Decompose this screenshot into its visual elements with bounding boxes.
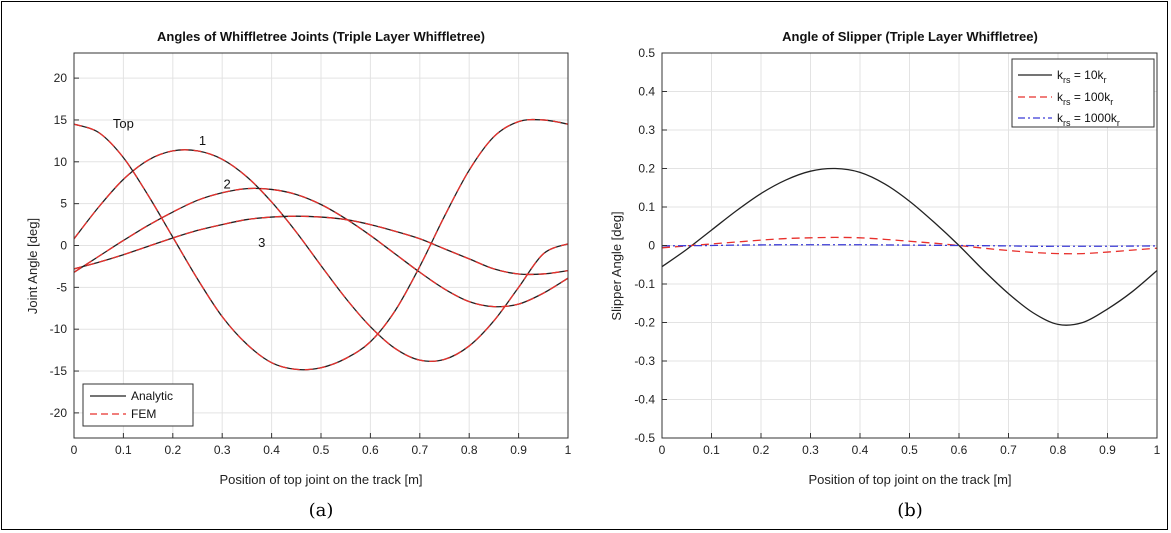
chart-b-x-tick-label: 0.7 [1000,443,1017,457]
chart-b-y-tick-label: -0.2 [634,316,655,330]
chart-a-y-tick-label: -10 [50,322,68,336]
chart-b-ylabel: Slipper Angle [deg] [609,211,624,320]
chart-b-x-tick-label: 0.3 [802,443,819,457]
chart-a-y-tick-label: 0 [60,239,67,253]
chart-a-ylabel: Joint Angle [deg] [25,218,40,314]
legend-k1000-label: krs = 1000kr [1057,111,1120,128]
chart-b-x-tick-label: 0.1 [703,443,720,457]
chart-a-xlabel: Position of top joint on the track [m] [219,472,422,487]
chart-a-curve-label: 3 [258,235,265,250]
chart-a-curve-label: 2 [224,176,231,191]
chart-a-x-tick-label: 0.3 [214,443,231,457]
chart-a-title: Angles of Whiffletree Joints (Triple Lay… [157,29,485,44]
chart-a-plot-area: 0 0.1 0.2 0.3 0.4 0.5 0.6 0.7 0.8 0.9 1 -20 -15 -10 -5… [50,52,572,457]
chart-b-x-tick-label: 0.9 [1099,443,1116,457]
chart-a-series-line-fem-1 [73,149,569,362]
chart-a-x-tick-label: 0.6 [362,443,379,457]
chart-a-y-tick-label: 5 [60,197,67,211]
chart-b-y-tick-label: -0.4 [634,393,655,407]
chart-a-legend-box [82,383,194,427]
chart-a-y-tick-label: -20 [50,406,68,420]
chart-b-caption: (b) [897,500,923,521]
chart-b-series-line-0 [661,167,1158,326]
chart-b-y-tick-label: 0.4 [638,85,655,99]
chart-a-x-tick-label: 0.5 [313,443,330,457]
chart-a-y-tick-label: 15 [54,113,68,127]
chart-a-x-tick-label: 0.4 [263,443,280,457]
chart-a-series-line-fem-3 [73,215,569,276]
chart-a-caption: (a) [309,500,334,521]
chart-b-y-tick-label: -0.3 [634,354,655,368]
chart-a-series-line-fem-2 [73,187,569,308]
chart-a-x-tick-label: 0.9 [510,443,527,457]
legend-analytic-label: Analytic [131,389,173,403]
chart-a-curve-label: Top [113,116,134,131]
chart-a-y-tick-label: 10 [54,155,68,169]
chart-b-x-tick-label: 0.2 [753,443,770,457]
chart-panel-b: 0 0.1 0.2 0.3 0.4 0.5 0.6 0.7 0.8 0.9 1 -0.5 -0.4 -0.… [609,29,1161,521]
chart-b-x-tick-label: 0.6 [951,443,968,457]
chart-b-xlabel: Position of top joint on the track [m] [808,472,1011,487]
chart-a-legend: Analytic FEM [82,383,194,427]
chart-b-series-line-2 [661,244,1158,247]
chart-b-series-line-1 [661,236,1158,255]
chart-b-x-tick-label: 0 [659,443,666,457]
chart-b-x-tick-label: 0.8 [1050,443,1067,457]
chart-b-legend: krs = 10kr krs = 100kr krs = 1000kr [1011,58,1155,128]
chart-b-title: Angle of Slipper (Triple Layer Whiffletr… [782,29,1038,44]
chart-a-y-tick-label: -5 [56,280,67,294]
legend-fem-label: FEM [131,407,156,421]
chart-a-y-tick-label: 20 [54,71,68,85]
chart-b-x-tick-label: 1 [1154,443,1161,457]
chart-b-y-tick-label: 0.5 [638,46,655,60]
chart-b-x-tick-label: 0.5 [901,443,918,457]
chart-a-x-tick-label: 0.2 [164,443,181,457]
chart-a-curve-label: 1 [199,133,206,148]
chart-panel-a: 0 0.1 0.2 0.3 0.4 0.5 0.6 0.7 0.8 0.9 1 -20 -15 -10 -5… [25,29,572,521]
chart-a-y-tick-label: -15 [50,364,68,378]
chart-a-x-tick-label: 0 [71,443,78,457]
chart-b-y-tick-label: 0.3 [638,123,655,137]
chart-a-x-tick-label: 0.7 [411,443,428,457]
legend-k100-label: krs = 100kr [1057,90,1113,107]
chart-b-x-tick-label: 0.4 [852,443,869,457]
chart-b-y-tick-label: 0.2 [638,162,655,176]
chart-b-y-tick-label: 0 [648,239,655,253]
legend-k10-label: krs = 10kr [1057,68,1107,85]
chart-b-y-tick-label: 0.1 [638,200,655,214]
chart-a-x-tick-label: 1 [565,443,572,457]
chart-a-series-line-fem-top [73,118,569,371]
chart-a-x-tick-label: 0.8 [461,443,478,457]
chart-a-x-tick-label: 0.1 [115,443,132,457]
chart-b-y-tick-label: -0.1 [634,277,655,291]
chart-b-y-tick-label: -0.5 [634,431,655,445]
chart-b-legend-box [1011,58,1155,128]
